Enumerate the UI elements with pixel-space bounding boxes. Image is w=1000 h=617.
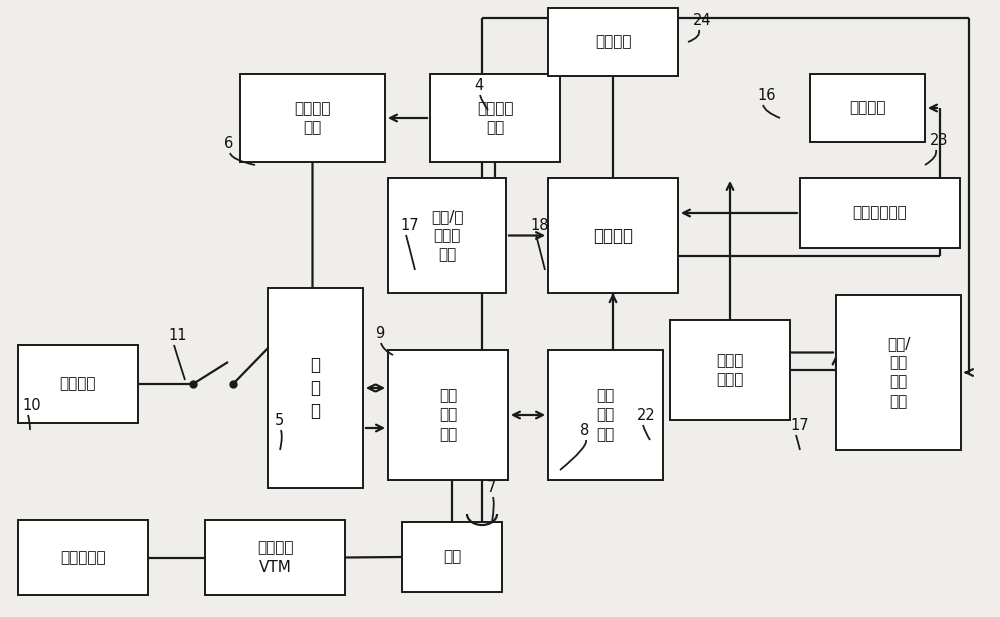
Text: 蓄
电
池: 蓄 电 池 xyxy=(310,356,320,420)
FancyBboxPatch shape xyxy=(18,520,148,595)
FancyBboxPatch shape xyxy=(388,350,508,480)
Text: 17: 17 xyxy=(790,418,809,433)
FancyBboxPatch shape xyxy=(268,288,363,488)
Text: 16: 16 xyxy=(757,88,776,103)
Text: 9: 9 xyxy=(375,326,384,341)
Text: 11: 11 xyxy=(168,328,186,343)
Text: 照明模块: 照明模块 xyxy=(60,376,96,392)
Text: 23: 23 xyxy=(930,133,948,148)
Text: 控制模块: 控制模块 xyxy=(593,226,633,244)
FancyBboxPatch shape xyxy=(18,345,138,423)
Text: 24: 24 xyxy=(693,13,712,28)
Text: 设定模块: 设定模块 xyxy=(595,35,631,49)
FancyBboxPatch shape xyxy=(205,520,345,595)
FancyBboxPatch shape xyxy=(548,8,678,76)
Text: 10: 10 xyxy=(22,398,41,413)
Text: 6: 6 xyxy=(224,136,233,151)
FancyBboxPatch shape xyxy=(800,178,960,248)
Text: 电压/
电流
量测
模块: 电压/ 电流 量测 模块 xyxy=(887,336,910,409)
Text: 18: 18 xyxy=(530,218,548,233)
Text: 电机: 电机 xyxy=(443,550,461,565)
FancyBboxPatch shape xyxy=(240,74,385,162)
Text: 连接
切换
阵列: 连接 切换 阵列 xyxy=(439,388,457,442)
Text: 电阻性负载: 电阻性负载 xyxy=(60,550,106,565)
Text: 8: 8 xyxy=(580,423,589,438)
Text: 4: 4 xyxy=(474,78,483,93)
Text: 电压
变换
模块: 电压 变换 模块 xyxy=(596,388,615,442)
Text: 温差发电
模块: 温差发电 模块 xyxy=(477,101,513,135)
FancyBboxPatch shape xyxy=(670,320,790,420)
Text: 7: 7 xyxy=(487,480,496,495)
FancyBboxPatch shape xyxy=(836,295,961,450)
Text: 有源开关
VTM: 有源开关 VTM xyxy=(257,540,293,574)
Text: 水温量测模块: 水温量测模块 xyxy=(853,205,907,220)
Text: 17: 17 xyxy=(400,218,419,233)
FancyBboxPatch shape xyxy=(388,178,506,293)
FancyBboxPatch shape xyxy=(548,178,678,293)
FancyBboxPatch shape xyxy=(402,522,502,592)
Text: 5: 5 xyxy=(275,413,284,428)
Text: 充电管理
模块: 充电管理 模块 xyxy=(294,101,331,135)
Text: 22: 22 xyxy=(637,408,656,423)
FancyBboxPatch shape xyxy=(810,74,925,142)
Text: 电控角阀: 电控角阀 xyxy=(849,101,886,115)
Text: 水压量
测模块: 水压量 测模块 xyxy=(716,353,744,387)
Text: 电压/电
流量测
模块: 电压/电 流量测 模块 xyxy=(431,209,463,262)
FancyBboxPatch shape xyxy=(548,350,663,480)
FancyBboxPatch shape xyxy=(430,74,560,162)
